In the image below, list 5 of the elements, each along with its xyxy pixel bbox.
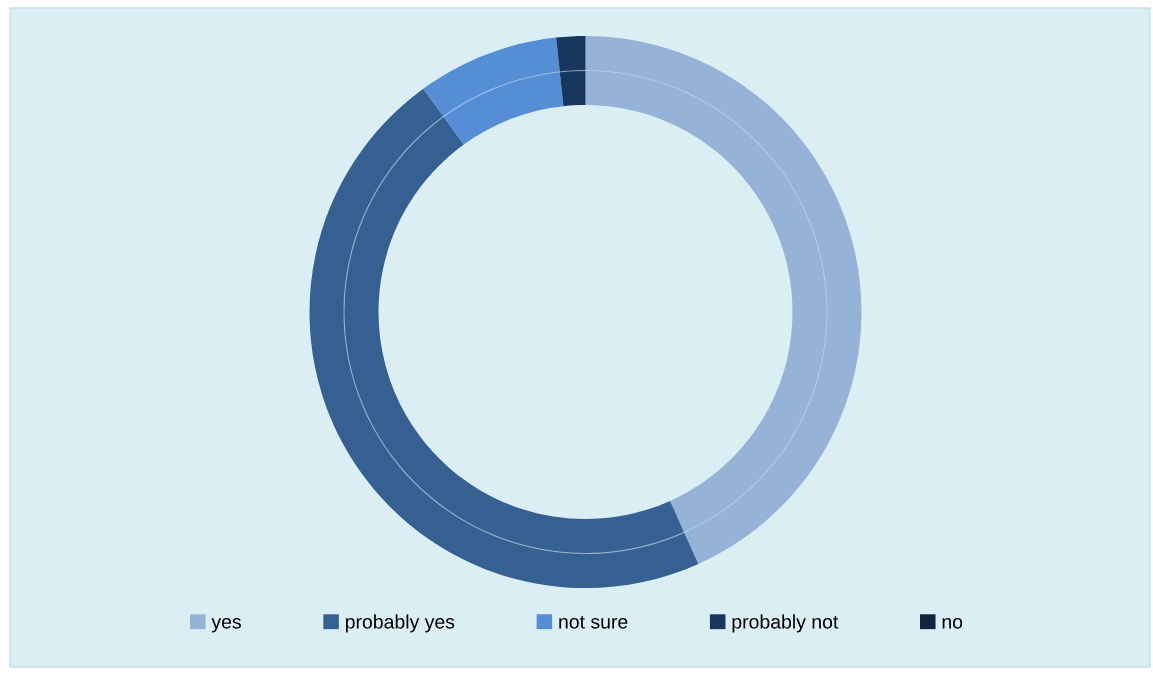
legend-label: probably yes: [345, 614, 455, 633]
legend-label: no: [942, 618, 963, 629]
legend-label: yes: [211, 618, 241, 633]
legend-label: probably not: [732, 614, 839, 633]
legend-label: not sure: [559, 615, 628, 629]
